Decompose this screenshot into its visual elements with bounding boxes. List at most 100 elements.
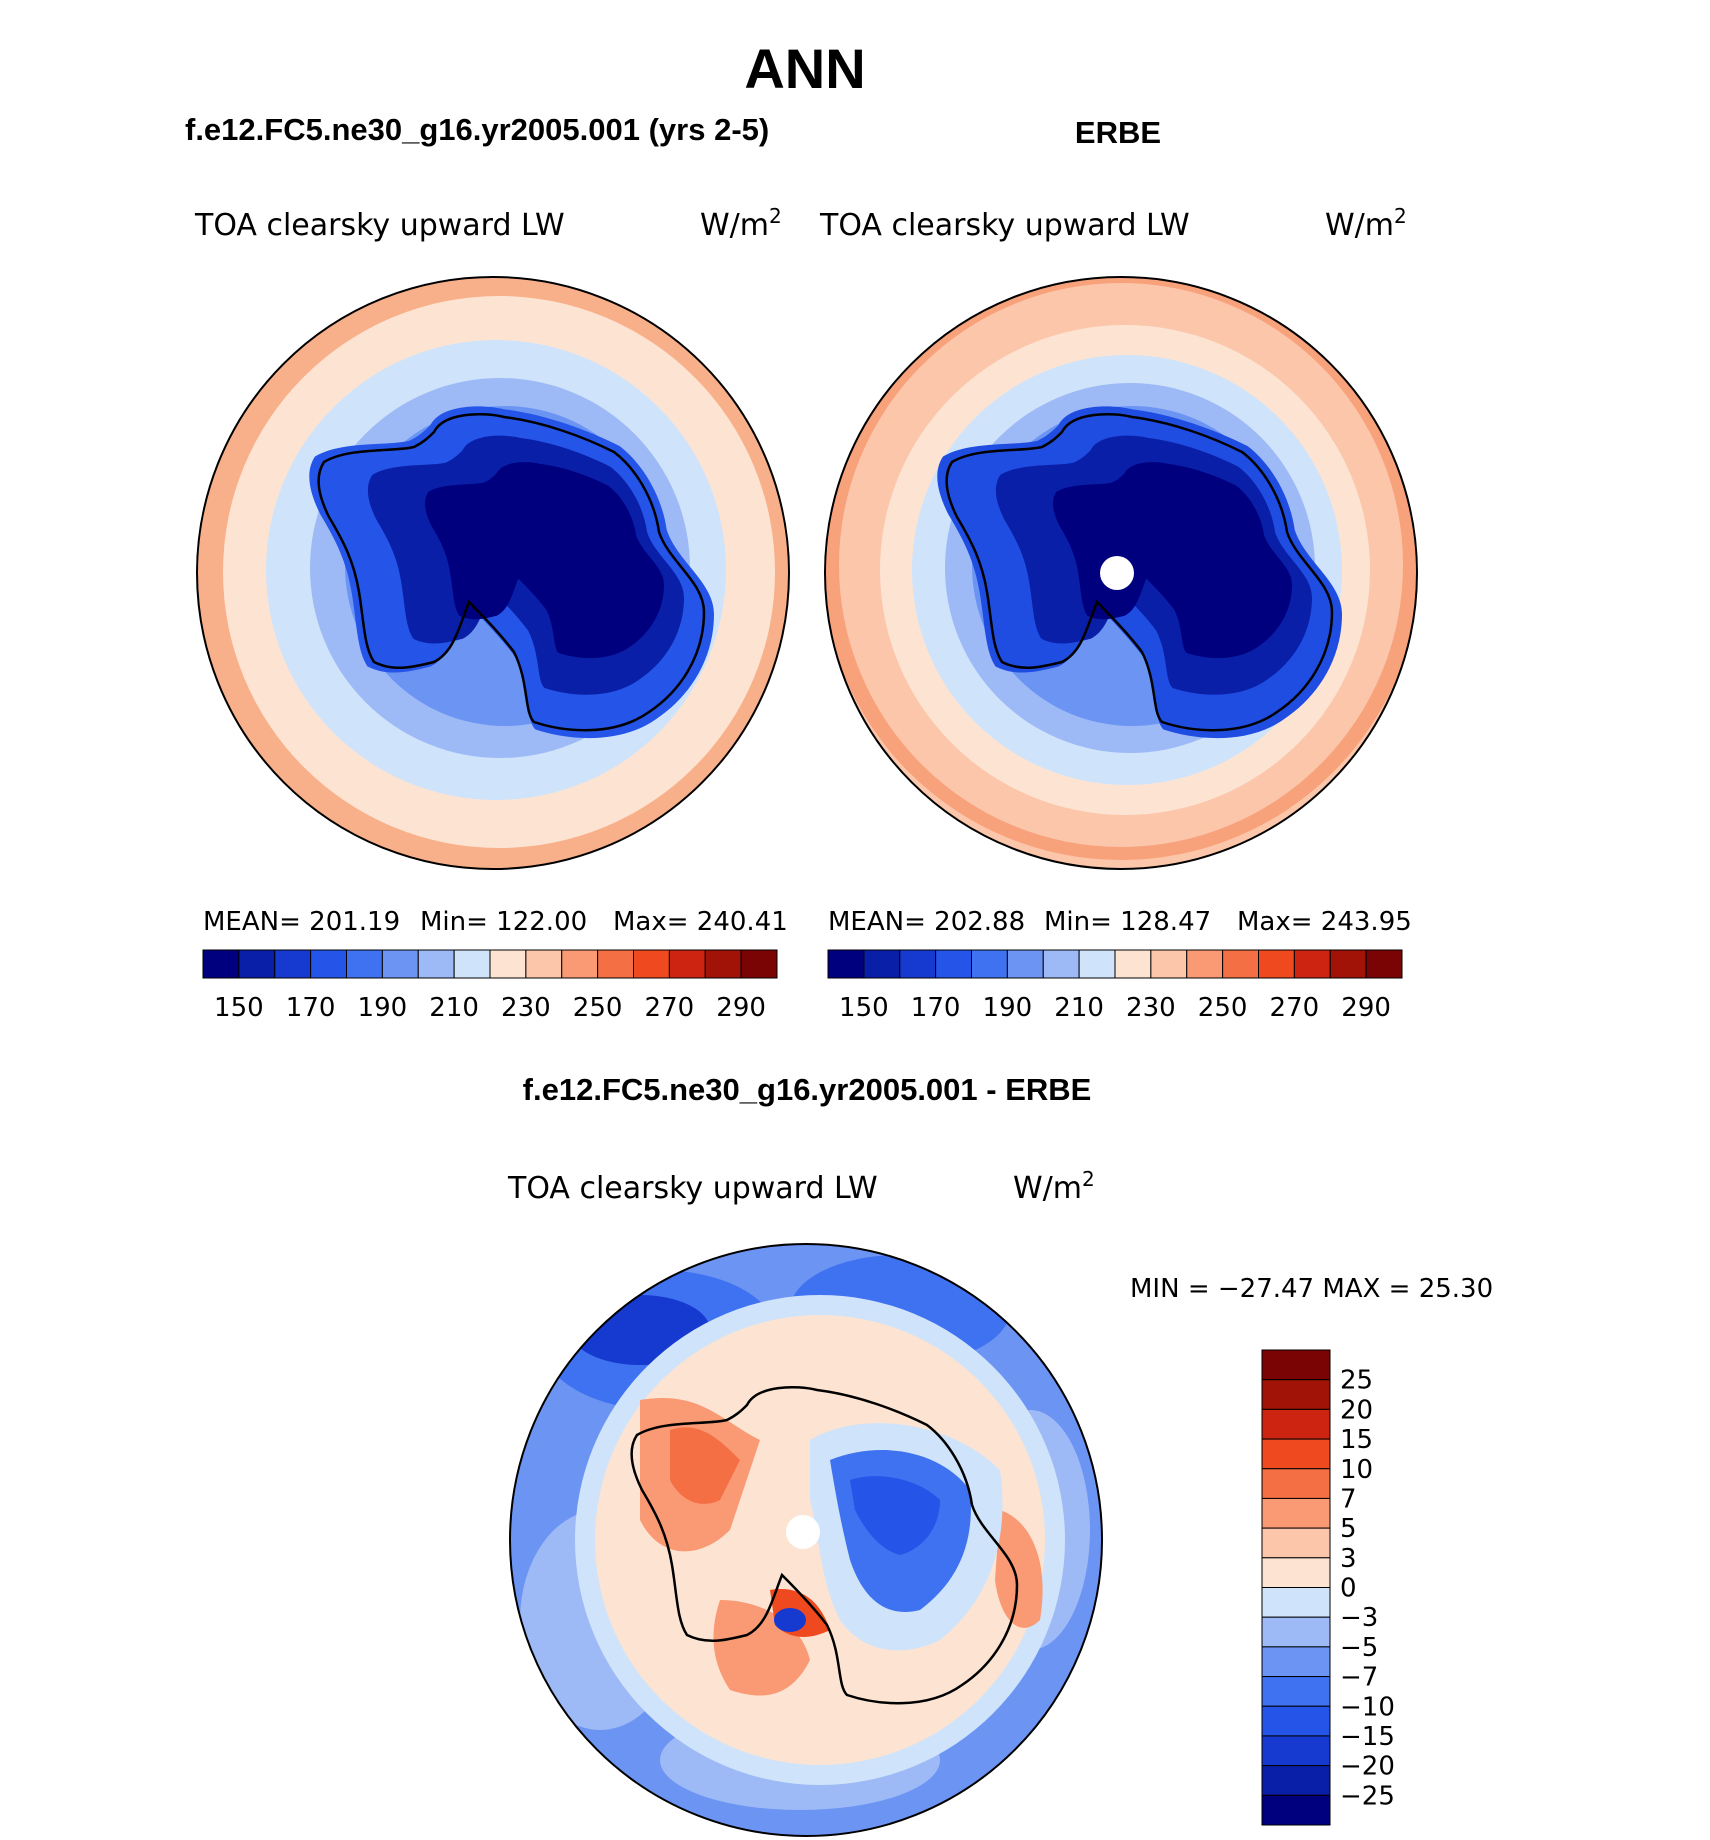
colorbar-swatch xyxy=(1261,1497,1331,1529)
colorbar-tick-label: −5 xyxy=(1340,1633,1378,1663)
colorbar-swatch xyxy=(971,949,1008,979)
colorbar-tick-label: 3 xyxy=(1340,1544,1357,1574)
panel-model-colorbar: 150 170 190 210 230 250 270 290 xyxy=(202,949,778,1023)
panel-diff-units: W/m2 xyxy=(1013,1167,1095,1206)
panel-obs-mean: MEAN= 202.88 xyxy=(828,907,1025,937)
colorbar-tick-label: 5 xyxy=(1340,1514,1357,1544)
colorbar-swatch xyxy=(633,949,670,979)
panel-obs-max: Max= 243.95 xyxy=(1237,907,1412,937)
colorbar-tick-label: 270 xyxy=(1270,993,1320,1023)
panel-obs-map xyxy=(825,277,1417,869)
colorbar-tick-label: 250 xyxy=(1198,993,1248,1023)
colorbar-tick-label: 290 xyxy=(716,993,766,1023)
colorbar-swatch xyxy=(202,949,240,979)
map-anomaly-cool xyxy=(850,1476,940,1555)
colorbar-swatch xyxy=(1261,1438,1331,1470)
panel-obs-map-border xyxy=(824,276,1418,870)
colorbar-swatch xyxy=(1329,949,1367,979)
colorbar-swatch xyxy=(417,949,455,979)
colorbar-swatch xyxy=(1078,949,1116,979)
colorbar-tick-label: 20 xyxy=(1340,1395,1373,1425)
colorbar-swatch xyxy=(381,949,419,979)
panel-obs-min: Min= 128.47 xyxy=(1044,907,1211,937)
panel-model: f.e12.FC5.ne30_g16.yr2005.001 (yrs 2-5) … xyxy=(185,112,790,1023)
colorbar-tick-label: −3 xyxy=(1340,1603,1378,1633)
panel-model-title: f.e12.FC5.ne30_g16.yr2005.001 (yrs 2-5) xyxy=(185,112,769,147)
colorbar-tick-label: −20 xyxy=(1340,1752,1395,1782)
panel-model-map-border xyxy=(196,276,790,870)
colorbar-swatch xyxy=(740,949,778,979)
panel-diff-map xyxy=(510,1244,1102,1836)
colorbar-swatch xyxy=(1261,1468,1331,1499)
colorbar-swatch xyxy=(1261,1735,1331,1767)
colorbar-swatch xyxy=(1261,1557,1331,1588)
panel-diff-title: f.e12.FC5.ne30_g16.yr2005.001 - ERBE xyxy=(523,1072,1092,1107)
colorbar-swatch xyxy=(1261,1379,1331,1410)
colorbar-swatch xyxy=(1261,1349,1331,1381)
panel-model-max: Max= 240.41 xyxy=(613,907,788,937)
colorbar-swatch xyxy=(935,949,972,979)
colorbar-swatch xyxy=(1261,1616,1331,1648)
colorbar-tick-label: 7 xyxy=(1340,1484,1357,1514)
colorbar-tick-label: 150 xyxy=(839,993,889,1023)
colorbar-tick-label: 290 xyxy=(1341,993,1391,1023)
colorbar-tick-label: −15 xyxy=(1340,1722,1395,1752)
colorbar-tick-label: −7 xyxy=(1340,1663,1378,1693)
panel-diff-variable: TOA clearsky upward LW xyxy=(507,1171,878,1206)
colorbar-swatch xyxy=(899,949,937,979)
colorbar-swatch xyxy=(453,949,491,979)
colorbar-swatch xyxy=(1261,1646,1331,1678)
colorbar-swatch xyxy=(827,949,865,979)
colorbar-tick-label: 0 xyxy=(1340,1574,1357,1604)
panel-model-variable: TOA clearsky upward LW xyxy=(194,208,565,243)
colorbar-swatch xyxy=(863,949,901,979)
colorbar-swatch xyxy=(238,949,276,979)
colorbar-tick-label: 230 xyxy=(501,993,551,1023)
colorbar-swatch xyxy=(346,949,383,979)
panel-obs-colorbar: 150 170 190 210 230 250 270 290 xyxy=(827,949,1403,1023)
colorbar-swatch xyxy=(1222,949,1259,979)
colorbar-tick-label: 15 xyxy=(1340,1425,1373,1455)
colorbar-swatch xyxy=(489,949,527,979)
colorbar-tick-label: 190 xyxy=(983,993,1033,1023)
colorbar-tick-label: 230 xyxy=(1126,993,1176,1023)
colorbar-swatch xyxy=(274,949,312,979)
colorbar-swatch xyxy=(561,949,599,979)
colorbar-tick-label: 210 xyxy=(1054,993,1104,1023)
colorbar-swatch xyxy=(597,949,634,979)
colorbar-tick-label: 170 xyxy=(911,993,961,1023)
colorbar-tick-label: −10 xyxy=(1340,1692,1395,1722)
colorbar-tick-label: 250 xyxy=(573,993,623,1023)
colorbar-swatch xyxy=(1261,1705,1331,1737)
colorbar-tick-label: 150 xyxy=(214,993,264,1023)
pole-gap xyxy=(1100,556,1134,590)
colorbar-swatch xyxy=(704,949,742,979)
colorbar-swatch xyxy=(1293,949,1331,979)
map-anomaly-warm xyxy=(670,1427,740,1504)
colorbar-tick-label: 210 xyxy=(429,993,479,1023)
colorbar-swatch xyxy=(1261,1765,1331,1796)
colorbar-swatch xyxy=(668,949,706,979)
panel-diff-map-border xyxy=(509,1243,1103,1837)
panel-obs: ERBE TOA clearsky upward LW W/m2 MEAN= 2… xyxy=(819,115,1418,1023)
colorbar-swatch xyxy=(525,949,563,979)
colorbar-tick-label: 10 xyxy=(1340,1455,1373,1485)
colorbar-swatch xyxy=(1150,949,1188,979)
colorbar-tick-label: 270 xyxy=(645,993,695,1023)
colorbar-tick-label: 170 xyxy=(286,993,336,1023)
colorbar-swatch xyxy=(1042,949,1080,979)
pole-gap xyxy=(786,1515,820,1549)
colorbar-tick-label: 190 xyxy=(358,993,408,1023)
panel-diff-minmax: MIN = −27.47 MAX = 25.30 xyxy=(1130,1274,1493,1304)
panel-diff: f.e12.FC5.ne30_g16.yr2005.001 - ERBE TOA… xyxy=(507,1072,1493,1837)
colorbar-swatch xyxy=(1365,949,1403,979)
colorbar-swatch xyxy=(1261,1587,1331,1618)
panel-model-mean: MEAN= 201.19 xyxy=(203,907,400,937)
map-anomaly-cool xyxy=(774,1608,806,1632)
colorbar-swatch xyxy=(1114,949,1152,979)
figure-title: ANN xyxy=(744,37,865,100)
colorbar-tick-label: −25 xyxy=(1340,1781,1395,1811)
colorbar-swatch xyxy=(1186,949,1224,979)
